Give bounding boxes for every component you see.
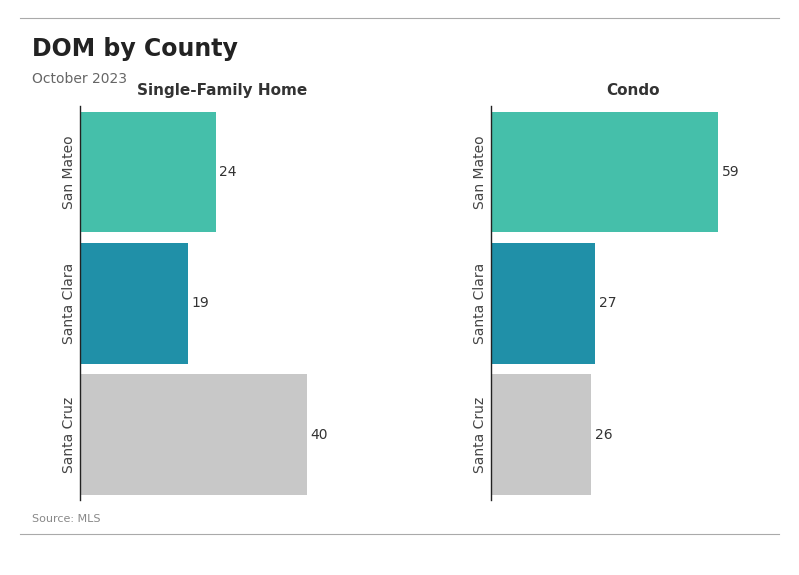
- Text: 59: 59: [721, 165, 739, 179]
- Text: 40: 40: [310, 428, 328, 442]
- Text: October 2023: October 2023: [32, 72, 127, 86]
- Title: Condo: Condo: [606, 83, 660, 98]
- Title: Single-Family Home: Single-Family Home: [137, 83, 307, 98]
- Text: 27: 27: [598, 296, 616, 310]
- Bar: [491, 374, 591, 495]
- Text: 19: 19: [191, 296, 209, 310]
- Text: Source: MLS: Source: MLS: [32, 515, 101, 524]
- Text: DOM by County: DOM by County: [32, 37, 238, 62]
- Bar: [80, 112, 216, 232]
- Bar: [491, 243, 595, 364]
- Text: 26: 26: [594, 428, 612, 442]
- Bar: [80, 374, 307, 495]
- Bar: [80, 243, 188, 364]
- Text: 24: 24: [220, 165, 237, 179]
- Bar: [491, 112, 718, 232]
